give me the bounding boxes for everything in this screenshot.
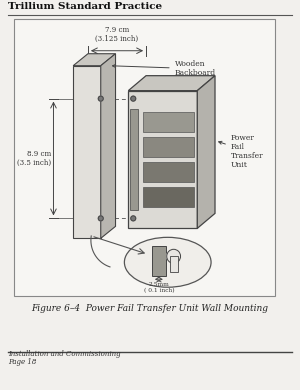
Circle shape xyxy=(98,96,103,101)
Bar xyxy=(130,108,138,210)
Circle shape xyxy=(98,216,103,221)
Bar xyxy=(143,162,194,182)
Text: 7.9 cm
(3.125 inch): 7.9 cm (3.125 inch) xyxy=(95,26,139,43)
Circle shape xyxy=(167,249,181,263)
Polygon shape xyxy=(73,54,116,66)
Text: Page 18: Page 18 xyxy=(8,358,37,366)
Bar xyxy=(14,19,275,296)
Bar xyxy=(170,256,178,272)
Circle shape xyxy=(131,96,136,101)
Polygon shape xyxy=(128,76,215,90)
Text: Wooden
Backboard: Wooden Backboard xyxy=(112,60,216,77)
Bar xyxy=(143,112,194,132)
Polygon shape xyxy=(197,76,215,229)
Polygon shape xyxy=(101,54,116,238)
Circle shape xyxy=(131,216,136,221)
Polygon shape xyxy=(73,66,101,238)
Bar xyxy=(152,246,166,276)
Polygon shape xyxy=(128,90,197,229)
Text: 8.9 cm
(3.5 inch): 8.9 cm (3.5 inch) xyxy=(17,150,52,167)
Text: Installation and Commissioning: Installation and Commissioning xyxy=(8,350,121,358)
Text: Figure 6–4  Power Fail Transfer Unit Wall Mounting: Figure 6–4 Power Fail Transfer Unit Wall… xyxy=(32,304,268,313)
Text: 2.5mm
( 0.1 inch): 2.5mm ( 0.1 inch) xyxy=(144,282,174,293)
Text: Power
Fail
Transfer
Unit: Power Fail Transfer Unit xyxy=(219,133,263,169)
Bar xyxy=(143,187,194,207)
Text: Trillium Standard Practice: Trillium Standard Practice xyxy=(8,2,162,11)
Ellipse shape xyxy=(124,238,211,287)
Bar xyxy=(143,137,194,157)
